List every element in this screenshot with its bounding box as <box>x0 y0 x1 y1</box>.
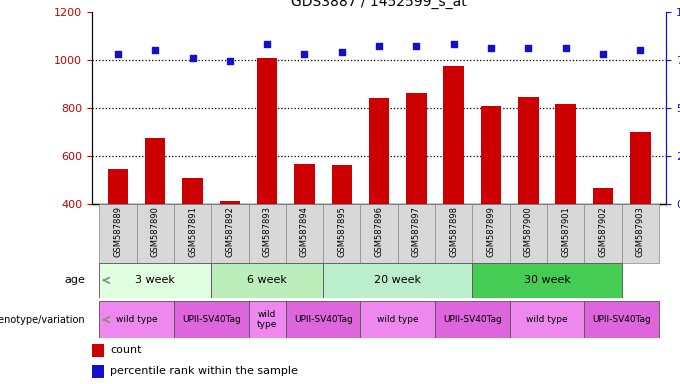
Text: GSM587899: GSM587899 <box>486 207 496 257</box>
Bar <box>473 204 510 263</box>
Text: GSM587891: GSM587891 <box>188 207 197 257</box>
Point <box>299 51 310 57</box>
Bar <box>435 301 510 338</box>
Text: GSM587892: GSM587892 <box>225 207 235 257</box>
Text: GSM587895: GSM587895 <box>337 207 346 257</box>
Point <box>224 58 235 65</box>
Text: wild type: wild type <box>377 315 419 324</box>
Bar <box>510 301 584 338</box>
Bar <box>145 137 165 204</box>
Text: GSM587893: GSM587893 <box>262 207 272 258</box>
Bar <box>481 106 501 204</box>
Bar <box>398 204 435 263</box>
Text: GSM587894: GSM587894 <box>300 207 309 257</box>
Text: GSM587902: GSM587902 <box>598 207 607 257</box>
Bar <box>360 204 398 263</box>
Point <box>486 45 496 51</box>
Bar <box>174 204 211 263</box>
Text: 6 week: 6 week <box>248 275 287 285</box>
Point <box>560 45 571 51</box>
Text: genotype/variation: genotype/variation <box>0 314 85 325</box>
Point <box>411 43 422 49</box>
Bar <box>369 98 390 204</box>
Point <box>187 55 198 61</box>
Point <box>598 51 609 57</box>
Bar <box>286 204 323 263</box>
Point <box>262 41 273 47</box>
Bar <box>137 204 174 263</box>
Bar <box>622 204 659 263</box>
Bar <box>248 204 286 263</box>
Text: UPII-SV40Tag: UPII-SV40Tag <box>294 315 352 324</box>
Bar <box>99 204 137 263</box>
Bar <box>518 97 539 204</box>
Text: age: age <box>64 275 85 285</box>
Bar <box>584 204 622 263</box>
Point <box>337 49 347 55</box>
Text: UPII-SV40Tag: UPII-SV40Tag <box>182 315 241 324</box>
Point <box>112 51 123 57</box>
Bar <box>220 201 240 204</box>
Text: GSM587896: GSM587896 <box>375 207 384 258</box>
Bar <box>286 301 360 338</box>
Bar <box>99 301 174 338</box>
Bar <box>593 188 613 204</box>
Text: UPII-SV40Tag: UPII-SV40Tag <box>443 315 502 324</box>
Bar <box>248 301 286 338</box>
Text: count: count <box>110 345 141 355</box>
Bar <box>556 104 576 204</box>
Text: wild type: wild type <box>116 315 157 324</box>
Bar <box>406 93 426 204</box>
Bar <box>443 66 464 204</box>
Bar <box>174 301 248 338</box>
Text: 20 week: 20 week <box>374 275 421 285</box>
Bar <box>257 58 277 204</box>
Text: GSM587898: GSM587898 <box>449 207 458 258</box>
Bar <box>323 204 360 263</box>
Text: GSM587897: GSM587897 <box>412 207 421 258</box>
Bar <box>630 131 651 204</box>
Point <box>150 47 160 53</box>
Bar <box>360 301 435 338</box>
Point <box>523 45 534 51</box>
Text: 30 week: 30 week <box>524 275 571 285</box>
Bar <box>547 204 584 263</box>
Bar <box>107 169 128 204</box>
Text: percentile rank within the sample: percentile rank within the sample <box>110 366 298 376</box>
Text: GSM587890: GSM587890 <box>151 207 160 257</box>
Text: GSM587900: GSM587900 <box>524 207 533 257</box>
Point <box>635 47 646 53</box>
Bar <box>332 165 352 204</box>
Point <box>448 41 459 47</box>
Bar <box>510 204 547 263</box>
Bar <box>584 301 659 338</box>
Text: wild
type: wild type <box>257 310 277 329</box>
Bar <box>92 344 105 357</box>
Title: GDS3887 / 1452599_s_at: GDS3887 / 1452599_s_at <box>291 0 467 9</box>
Text: GSM587901: GSM587901 <box>561 207 570 257</box>
Point <box>374 43 385 49</box>
Bar <box>92 365 105 378</box>
Text: GSM587903: GSM587903 <box>636 207 645 257</box>
Bar <box>435 204 473 263</box>
Text: wild type: wild type <box>526 315 568 324</box>
Bar <box>99 263 211 298</box>
Text: UPII-SV40Tag: UPII-SV40Tag <box>592 315 651 324</box>
Text: 3 week: 3 week <box>135 275 175 285</box>
Bar <box>211 204 248 263</box>
Text: GSM587889: GSM587889 <box>114 207 122 258</box>
Bar <box>182 178 203 204</box>
Bar <box>211 263 323 298</box>
Bar <box>323 263 473 298</box>
Bar <box>294 164 315 204</box>
Bar <box>473 263 622 298</box>
